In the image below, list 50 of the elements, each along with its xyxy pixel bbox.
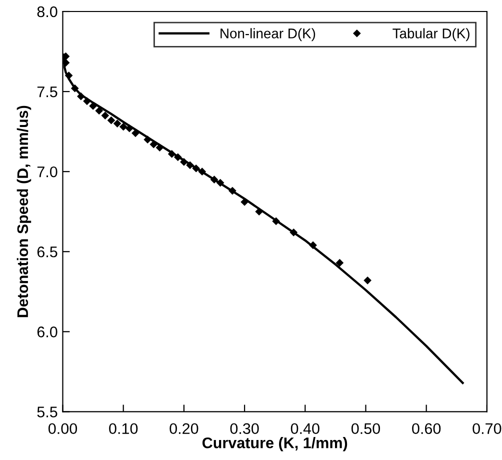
- x-tick-label: 0.50: [351, 423, 380, 434]
- point: [216, 179, 224, 186]
- point: [228, 187, 236, 194]
- y-tick-label: 5.5: [37, 406, 58, 418]
- point: [192, 164, 200, 172]
- point: [120, 123, 127, 130]
- x-tick-label: 0.30: [230, 423, 259, 434]
- point: [144, 136, 152, 144]
- point: [290, 228, 298, 236]
- x-tick-label: 0.10: [109, 423, 138, 434]
- x-tick-label: 0.20: [170, 423, 198, 434]
- point: [168, 150, 176, 158]
- point: [132, 130, 140, 137]
- point: [71, 84, 79, 92]
- point: [108, 116, 115, 124]
- y-tick-label: 7.0: [37, 166, 58, 178]
- point: [180, 158, 188, 166]
- point: [62, 59, 70, 66]
- point: [240, 198, 248, 206]
- x-tick-label: 0.00: [48, 423, 78, 434]
- point: [255, 208, 263, 216]
- point: [309, 242, 317, 249]
- x-axis-title: Curvature (K, 1/mm): [202, 437, 348, 452]
- point: [364, 276, 372, 284]
- y-tick-label: 8.0: [37, 6, 58, 18]
- point: [210, 176, 218, 184]
- x-tick-label: 0.60: [412, 423, 441, 434]
- point: [272, 218, 280, 225]
- point: [174, 154, 182, 161]
- point: [83, 98, 91, 105]
- legend-label: Non-linear D(K): [220, 28, 316, 42]
- point: [95, 107, 103, 114]
- point: [114, 120, 121, 128]
- x-tick-label: 0.40: [290, 423, 320, 434]
- point: [102, 112, 109, 120]
- point: [65, 72, 72, 80]
- x-tick-label: 0.70: [472, 423, 502, 434]
- point: [198, 168, 206, 176]
- point: [156, 144, 164, 152]
- y-axis-title: Detonation Speed (D, mm/us): [16, 106, 32, 318]
- y-tick-label: 6.5: [37, 246, 58, 258]
- y-tick-label: 6.0: [37, 326, 58, 338]
- legend-label: Tabular D(K): [392, 28, 470, 42]
- point: [89, 102, 97, 110]
- point: [150, 140, 158, 148]
- point: [126, 124, 134, 132]
- point: [77, 92, 85, 100]
- point: [336, 259, 344, 266]
- y-tick-label: 7.5: [37, 86, 58, 98]
- point: [186, 162, 194, 169]
